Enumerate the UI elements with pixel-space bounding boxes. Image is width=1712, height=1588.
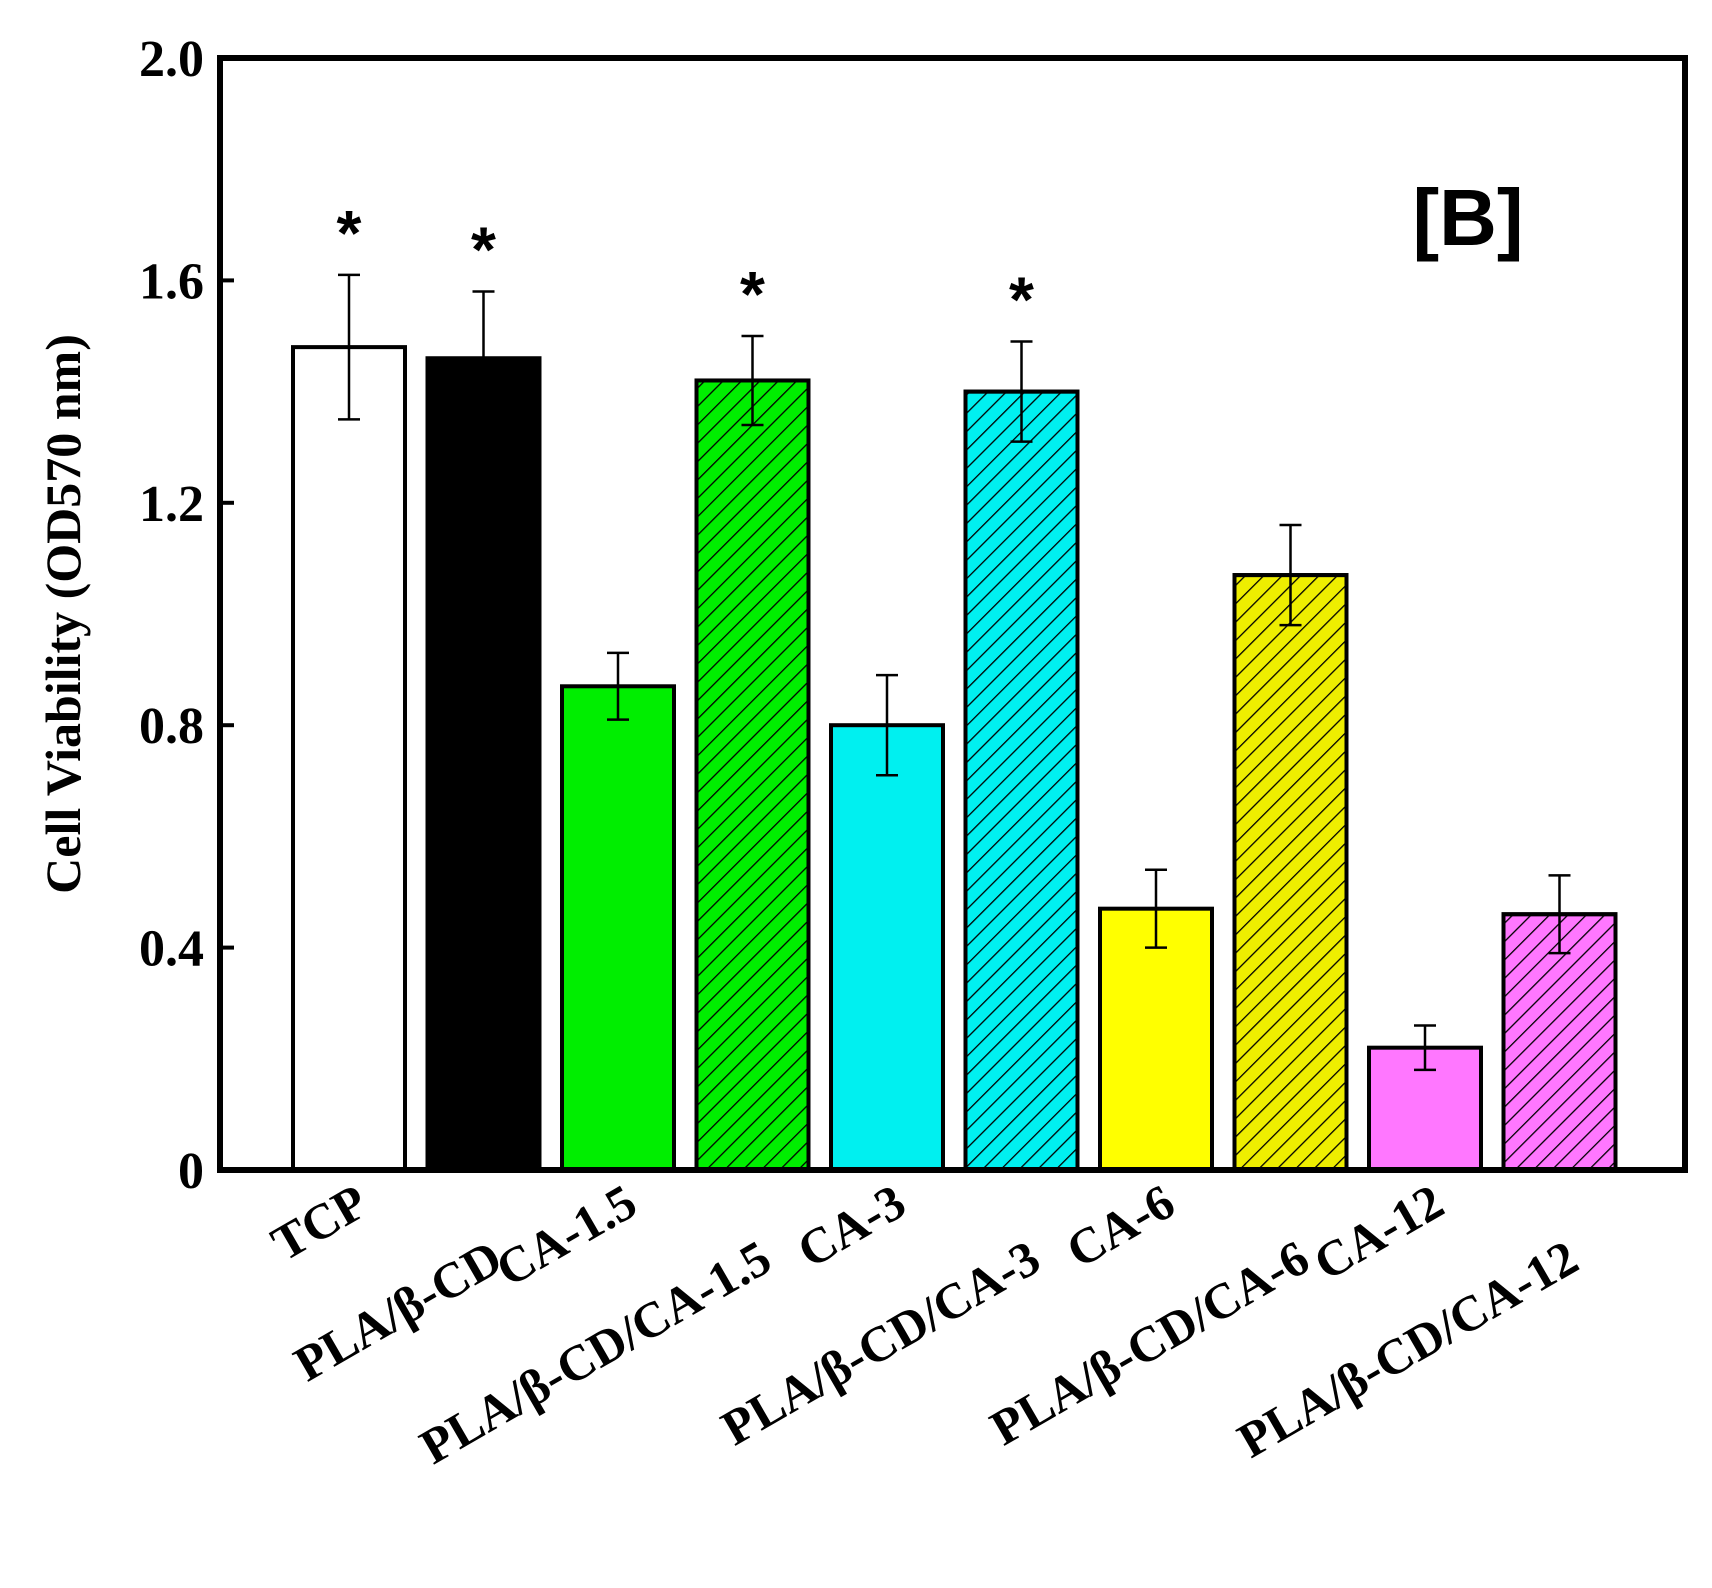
bar-4	[829, 723, 945, 1172]
bar-0	[291, 345, 407, 1172]
error-bar-2	[607, 651, 629, 721]
error-bar-8	[1414, 1024, 1436, 1072]
x-tick-label-8: CA-12	[1304, 1173, 1452, 1291]
error-bar-6	[1145, 868, 1167, 949]
plot-frame	[217, 55, 1688, 1173]
error-bar-9	[1548, 874, 1571, 955]
error-bar-5	[1010, 340, 1033, 443]
x-tick-label-0: TCP	[262, 1173, 377, 1271]
error-bar-3	[741, 334, 764, 427]
significance-marker-1: *	[471, 214, 496, 286]
bar-hatch-5	[963, 389, 1080, 1173]
x-tick-label-4: CA-3	[788, 1173, 915, 1278]
bar-hatch-3	[694, 378, 811, 1173]
error-bar-0	[338, 273, 360, 421]
y-tick-label-1: 0.4	[139, 921, 204, 978]
x-tick-label-6: CA-6	[1057, 1173, 1184, 1278]
y-tick-label-4: 1.6	[139, 253, 204, 310]
error-bar-4	[876, 673, 898, 777]
y-axis-title: Cell Viability (OD570 nm)	[35, 334, 91, 894]
y-tick-label-3: 1.2	[139, 476, 204, 533]
error-bar-1	[472, 290, 495, 427]
significance-marker-3: *	[740, 258, 765, 330]
bar-2	[560, 684, 676, 1173]
panel-label: [B]	[1412, 173, 1523, 262]
significance-marker-0: *	[337, 197, 362, 269]
y-tick-label-0: 0	[178, 1143, 204, 1200]
y-tick-label-5: 2.0	[139, 31, 204, 88]
bar-hatch-7	[1232, 573, 1349, 1172]
error-bar-7	[1279, 523, 1302, 627]
bar-1	[425, 356, 542, 1172]
x-tick-label-2: CA-1.5	[486, 1173, 645, 1297]
y-tick-label-2: 0.8	[139, 698, 204, 755]
significance-marker-5: *	[1009, 264, 1034, 336]
